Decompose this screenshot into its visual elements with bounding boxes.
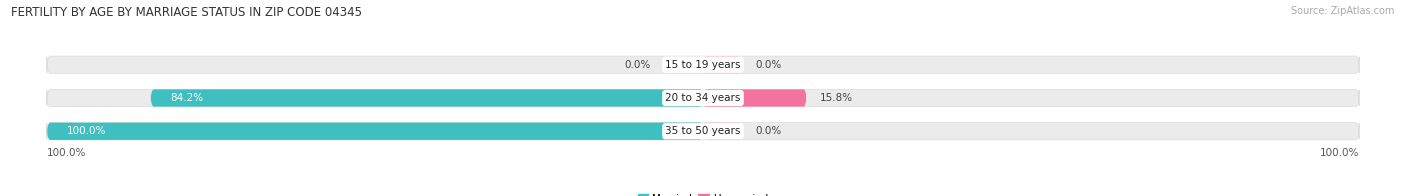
FancyBboxPatch shape bbox=[703, 56, 742, 73]
Legend: Married, Unmarried: Married, Unmarried bbox=[634, 190, 772, 196]
Text: 0.0%: 0.0% bbox=[755, 60, 782, 70]
Text: 100.0%: 100.0% bbox=[1320, 148, 1360, 158]
FancyBboxPatch shape bbox=[46, 89, 1360, 107]
Text: Source: ZipAtlas.com: Source: ZipAtlas.com bbox=[1291, 6, 1395, 16]
Text: 15 to 19 years: 15 to 19 years bbox=[665, 60, 741, 70]
Text: 0.0%: 0.0% bbox=[624, 60, 651, 70]
Text: 0.0%: 0.0% bbox=[755, 126, 782, 136]
Text: FERTILITY BY AGE BY MARRIAGE STATUS IN ZIP CODE 04345: FERTILITY BY AGE BY MARRIAGE STATUS IN Z… bbox=[11, 6, 363, 19]
FancyBboxPatch shape bbox=[46, 123, 703, 140]
Text: 15.8%: 15.8% bbox=[820, 93, 853, 103]
FancyBboxPatch shape bbox=[46, 123, 1360, 140]
Text: 35 to 50 years: 35 to 50 years bbox=[665, 126, 741, 136]
FancyBboxPatch shape bbox=[703, 89, 807, 107]
FancyBboxPatch shape bbox=[150, 89, 703, 107]
Text: 100.0%: 100.0% bbox=[46, 148, 86, 158]
Text: 20 to 34 years: 20 to 34 years bbox=[665, 93, 741, 103]
FancyBboxPatch shape bbox=[703, 123, 742, 140]
Text: 100.0%: 100.0% bbox=[66, 126, 105, 136]
Text: 84.2%: 84.2% bbox=[170, 93, 204, 103]
FancyBboxPatch shape bbox=[46, 56, 1360, 73]
